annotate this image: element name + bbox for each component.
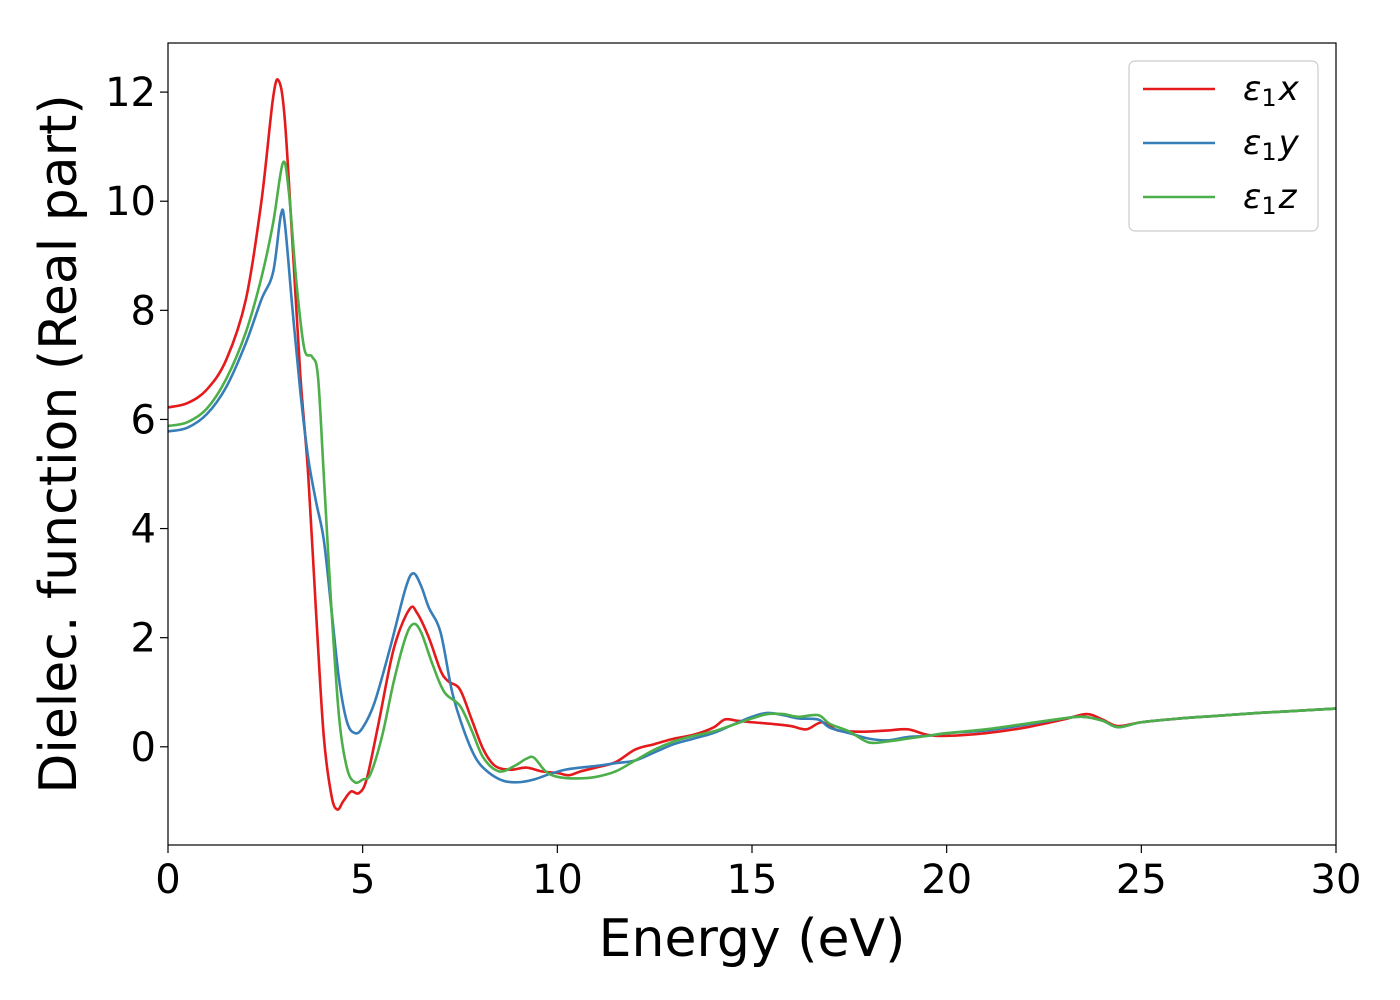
x-tick-label: 30: [1311, 857, 1362, 903]
legend-label-y: ε1y: [1243, 123, 1300, 166]
legend-box: [1128, 60, 1319, 232]
x-tick-label: 5: [350, 857, 375, 903]
series-layer: [167, 78, 1337, 811]
legend: ε1x ε1y ε1z: [1128, 60, 1319, 232]
y-tick-label: 12: [105, 70, 156, 116]
legend-label-z: ε1z: [1243, 177, 1298, 220]
series-line-y: [167, 208, 1337, 784]
x-tick-label: 15: [727, 857, 778, 903]
legend-entries: ε1x ε1y ε1z: [1143, 69, 1300, 220]
x-tick-label: 25: [1116, 857, 1167, 903]
y-axis: 0 2 4 6 8 10 12: [105, 70, 168, 771]
y-tick-label: 0: [131, 725, 156, 771]
x-tick-label: 10: [532, 857, 583, 903]
y-tick-label: 10: [105, 179, 156, 225]
y-tick-label: 8: [131, 288, 156, 334]
y-tick-label: 6: [131, 397, 156, 443]
x-axis-title: Energy (eV): [599, 909, 906, 969]
x-tick-label: 0: [155, 857, 180, 903]
legend-label-x: ε1x: [1243, 69, 1300, 112]
y-axis-title: Dielec. function (Real part): [29, 94, 89, 793]
series-line-z: [167, 160, 1337, 785]
x-tick-label: 20: [921, 857, 972, 903]
y-tick-label: 4: [131, 507, 156, 553]
x-axis: 0 5 10 15 20 25 30: [155, 845, 1361, 903]
y-tick-label: 2: [131, 616, 156, 662]
